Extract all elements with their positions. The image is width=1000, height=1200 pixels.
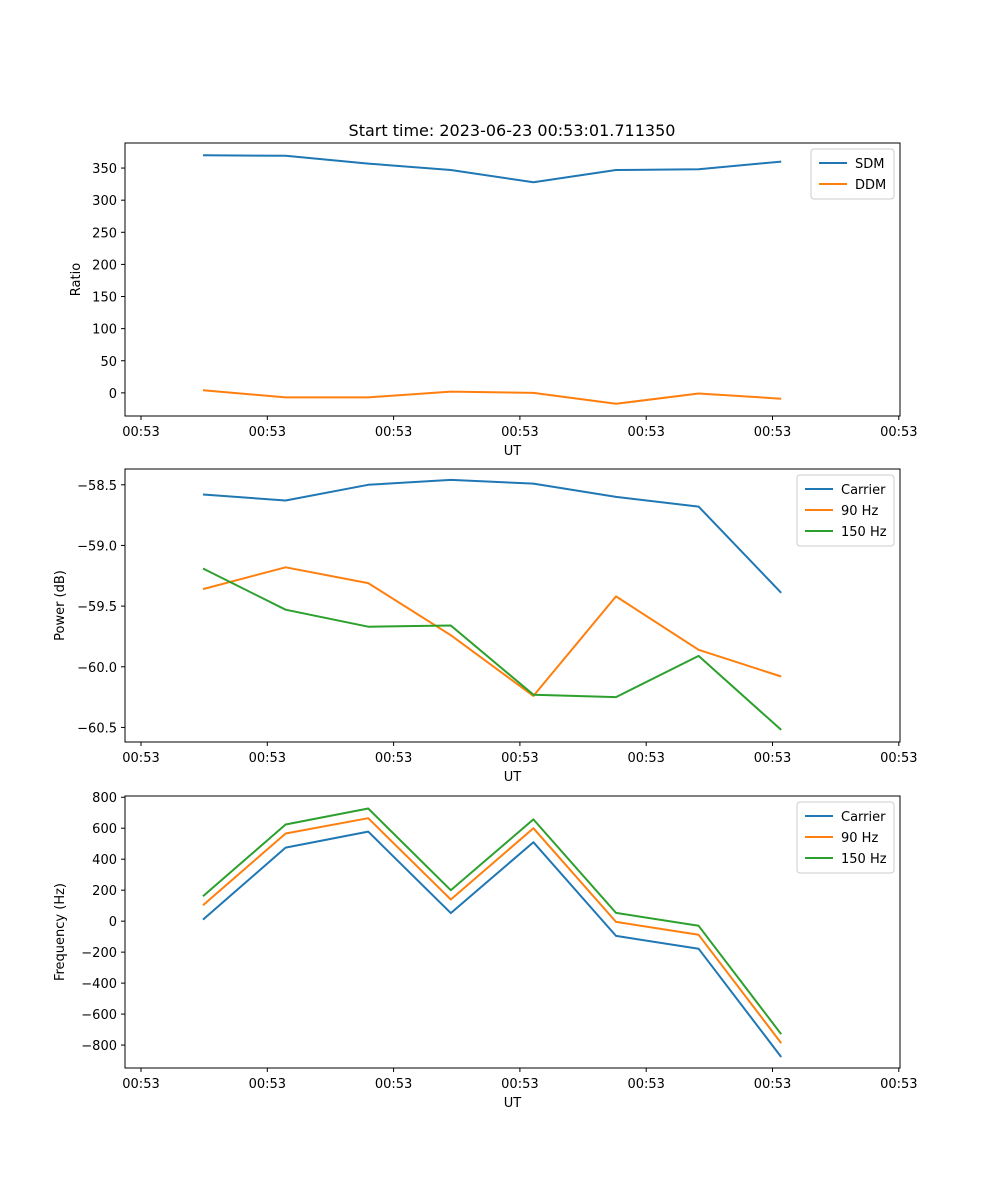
plot-frame	[124, 142, 901, 417]
y-tick-label: 350	[92, 162, 117, 177]
plot-frame	[124, 468, 901, 743]
y-tick-label: −600	[81, 1008, 117, 1023]
y-tick-label: −200	[81, 946, 117, 961]
x-tick-label: 00:53	[627, 751, 664, 766]
x-tick-label: 00:53	[754, 751, 791, 766]
y-tick-label: 600	[92, 822, 117, 837]
x-axis-label: UT	[504, 1096, 522, 1111]
x-tick-label: 00:53	[375, 1077, 412, 1092]
series-line-carrier	[202, 478, 782, 594]
series-line-150-hz	[202, 807, 782, 1035]
x-axis-label: UT	[504, 444, 522, 459]
x-tick-label: 00:53	[627, 1077, 664, 1092]
y-tick-label: 100	[92, 323, 117, 338]
y-tick-label: −60.0	[77, 661, 117, 676]
series-line-sdm	[202, 154, 782, 184]
x-tick-label: 00:53	[754, 425, 791, 440]
legend-label: 150 Hz	[841, 525, 887, 540]
plot-frame	[124, 795, 901, 1069]
x-tick-label: 00:53	[501, 1077, 538, 1092]
y-tick-label: 0	[109, 915, 117, 930]
x-tick-label: 00:53	[122, 425, 159, 440]
x-tick-label: 00:53	[880, 425, 917, 440]
x-tick-label: 00:53	[249, 751, 286, 766]
legend-label: Carrier	[841, 483, 886, 498]
y-tick-label: 400	[92, 853, 117, 868]
x-tick-label: 00:53	[249, 425, 286, 440]
x-tick-label: 00:53	[249, 1077, 286, 1092]
chart-title: Start time: 2023-06-23 00:53:01.711350	[349, 121, 676, 140]
legend-label: 150 Hz	[841, 852, 887, 867]
series-line-150-hz	[202, 567, 782, 731]
y-tick-label: −60.5	[77, 721, 117, 736]
x-tick-label: 00:53	[880, 751, 917, 766]
y-tick-label: 200	[92, 258, 117, 273]
y-tick-label: 50	[100, 355, 117, 370]
y-tick-label: 0	[109, 387, 117, 402]
legend-box	[810, 148, 895, 200]
legend-label: Carrier	[841, 810, 886, 825]
y-axis-label: Power (dB)	[53, 570, 68, 641]
legend-box	[796, 801, 895, 874]
x-tick-label: 00:53	[880, 1077, 917, 1092]
legend-label: SDM	[855, 157, 884, 172]
legend-box	[796, 474, 895, 547]
series-line-90-hz	[202, 566, 782, 697]
series-line-ddm	[202, 389, 782, 405]
y-tick-label: −800	[81, 1039, 117, 1054]
x-tick-label: 00:53	[501, 751, 538, 766]
ratio-panel: 0 50 100 150 200 250 300 350 00:53 00:53 00:53 00:5…	[69, 142, 918, 459]
x-tick-label: 00:53	[501, 425, 538, 440]
y-tick-label: 150	[92, 291, 117, 306]
y-tick-label: 200	[92, 884, 117, 899]
x-axis-label: UT	[504, 770, 522, 785]
x-tick-label: 00:53	[375, 425, 412, 440]
y-tick-label: −59.5	[77, 600, 117, 615]
legend-label: 90 Hz	[841, 504, 878, 519]
x-tick-label: 00:53	[122, 751, 159, 766]
series-line-carrier	[202, 830, 782, 1058]
series-line-90-hz	[202, 817, 782, 1044]
x-tick-label: 00:53	[122, 1077, 159, 1092]
x-tick-label: 00:53	[754, 1077, 791, 1092]
y-tick-label: −58.5	[77, 479, 117, 494]
y-tick-label: 800	[92, 791, 117, 806]
power-panel: −58.5 −59.0 −59.5 −60.0 −60.5 00:53 00:53 00:53…	[53, 468, 918, 785]
y-axis-label: Ratio	[69, 263, 84, 296]
frequency-panel: 800 600 400 200 0 −200 −400 −600 −800 00:53 00:53 0…	[53, 791, 918, 1111]
x-tick-label: 00:53	[627, 425, 664, 440]
legend-label: DDM	[855, 178, 886, 193]
y-tick-label: 300	[92, 194, 117, 209]
y-tick-label: −59.0	[77, 539, 117, 554]
x-tick-label: 00:53	[375, 751, 412, 766]
y-axis-label: Frequency (Hz)	[53, 883, 68, 981]
y-tick-label: −400	[81, 977, 117, 992]
legend-label: 90 Hz	[841, 831, 878, 846]
y-tick-label: 250	[92, 226, 117, 241]
